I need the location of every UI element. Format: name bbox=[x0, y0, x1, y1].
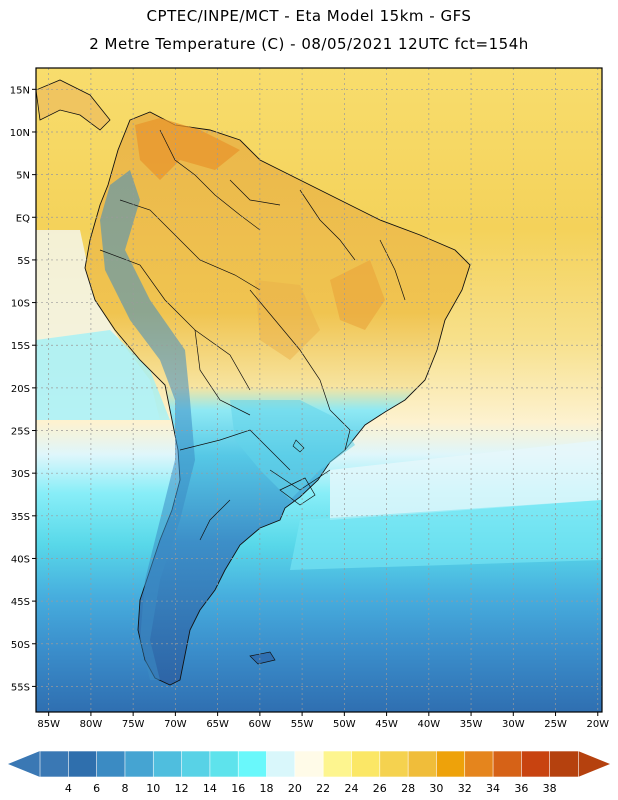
venezuela-hot-region bbox=[135, 118, 240, 180]
colorbar-cell bbox=[266, 750, 296, 778]
colorbar-cell bbox=[464, 750, 494, 778]
south-america-land bbox=[84, 111, 471, 686]
lat-tick-label: 35S bbox=[11, 512, 30, 523]
pacific-cold-zone bbox=[36, 330, 170, 420]
lon-tick-label: 30W bbox=[502, 719, 525, 730]
lat-tick-label: 20S bbox=[11, 384, 30, 395]
colorbar-label: 26 bbox=[373, 782, 387, 795]
colorbar-label: 38 bbox=[543, 782, 557, 795]
colorbar-label: 30 bbox=[429, 782, 443, 795]
lat-tick-label: 10S bbox=[11, 299, 30, 310]
lon-tick-label: 85W bbox=[37, 719, 60, 730]
colorbar-arrow-right bbox=[578, 751, 610, 777]
colorbar-label: 14 bbox=[203, 782, 217, 795]
colorbar-label: 12 bbox=[175, 782, 189, 795]
atlantic-cool-band bbox=[290, 500, 602, 570]
lat-tick-label: 25S bbox=[11, 427, 30, 438]
colorbar-label: 6 bbox=[93, 782, 100, 795]
colorbar-label: 36 bbox=[514, 782, 528, 795]
andes-cold-ridge bbox=[100, 170, 195, 680]
colorbar-cell bbox=[181, 750, 211, 778]
lon-tick-label: 75W bbox=[122, 719, 145, 730]
lat-tick-label: 30S bbox=[11, 469, 30, 480]
colorbar-cell bbox=[39, 750, 70, 778]
lon-tick-label: 25W bbox=[544, 719, 567, 730]
colorbar-cell bbox=[152, 750, 183, 778]
lat-tick-label: 55S bbox=[11, 682, 30, 693]
colorbar-label: 22 bbox=[316, 782, 330, 795]
lat-tick-label: 50S bbox=[11, 640, 30, 651]
lon-tick-label: 60W bbox=[249, 719, 272, 730]
lat-tick-label: 10N bbox=[10, 128, 30, 139]
colorbar-cell bbox=[379, 750, 409, 778]
latitude-axis: 15N 10N 5N EQ 5S 10S 15S 20S 25S 30S 35S 40S 45S 50S 5… bbox=[10, 85, 36, 693]
lon-tick-label: 65W bbox=[206, 719, 229, 730]
title-line-1: CPTEC/INPE/MCT - Eta Model 15km - GFS bbox=[146, 7, 472, 25]
central-america-land bbox=[36, 79, 111, 131]
colorbar-arrow-left bbox=[8, 751, 40, 777]
colorbar-label: 24 bbox=[344, 782, 358, 795]
colorbar: 4 6 8 10 12 14 16 18 20 22 24 26 28 30 32 34 36 38 bbox=[8, 750, 610, 795]
lon-tick-label: 50W bbox=[333, 719, 356, 730]
colorbar-cell bbox=[436, 750, 466, 778]
lon-tick-label: 80W bbox=[80, 719, 103, 730]
colorbar-label: 28 bbox=[401, 782, 415, 795]
colorbar-cell bbox=[209, 750, 240, 778]
lon-tick-label: 55W bbox=[291, 719, 314, 730]
colorbar-cell bbox=[322, 750, 353, 778]
lon-tick-label: 35W bbox=[460, 719, 483, 730]
country-borders bbox=[99, 129, 406, 541]
atlantic-light-band bbox=[330, 440, 602, 520]
lon-tick-label: 45W bbox=[375, 719, 398, 730]
colorbar-label: 4 bbox=[65, 782, 72, 795]
title-line-2: 2 Metre Temperature (C) - 08/05/2021 12U… bbox=[89, 35, 529, 53]
colorbar-cell bbox=[124, 750, 155, 778]
graticule bbox=[36, 68, 602, 712]
colorbar-cell bbox=[492, 750, 523, 778]
lagoon-patos bbox=[292, 439, 305, 453]
lat-tick-label: 40S bbox=[11, 554, 30, 565]
lon-tick-label: 70W bbox=[164, 719, 187, 730]
lat-tick-label: 5N bbox=[16, 171, 30, 182]
colorbar-label: 16 bbox=[231, 782, 245, 795]
lat-tick-label: EQ bbox=[16, 213, 30, 224]
colorbar-label: 34 bbox=[486, 782, 500, 795]
mato-grosso-warm-region bbox=[255, 280, 320, 360]
colorbar-cell bbox=[351, 750, 381, 778]
colorbar-label: 20 bbox=[288, 782, 302, 795]
longitude-axis: 85W 80W 75W 70W 65W 60W 55W 50W 45W 40W 35W 30W 25W 2… bbox=[37, 712, 609, 730]
lon-tick-label: 20W bbox=[586, 719, 609, 730]
map-frame bbox=[35, 67, 603, 713]
central-brazil-warm-region bbox=[330, 260, 385, 330]
colorbar-cell bbox=[68, 750, 98, 778]
falkland-islands bbox=[249, 651, 276, 665]
lat-tick-label: 15N bbox=[10, 85, 30, 96]
colorbar-cell bbox=[237, 750, 268, 778]
colorbar-cell bbox=[294, 750, 324, 778]
colorbar-cell bbox=[407, 750, 438, 778]
colorbar-cell bbox=[521, 750, 551, 778]
lat-tick-label: 15S bbox=[11, 341, 30, 352]
colorbar-label: 10 bbox=[146, 782, 160, 795]
colorbar-label: 32 bbox=[458, 782, 472, 795]
colorbar-label: 8 bbox=[121, 782, 128, 795]
lon-tick-label: 40W bbox=[418, 719, 441, 730]
lat-tick-label: 45S bbox=[11, 597, 30, 608]
lat-tick-label: 5S bbox=[17, 256, 30, 267]
colorbar-label: 18 bbox=[260, 782, 274, 795]
colorbar-cell bbox=[96, 750, 126, 778]
colorbar-cell bbox=[549, 750, 579, 778]
la-plata-cool-region bbox=[230, 400, 355, 500]
